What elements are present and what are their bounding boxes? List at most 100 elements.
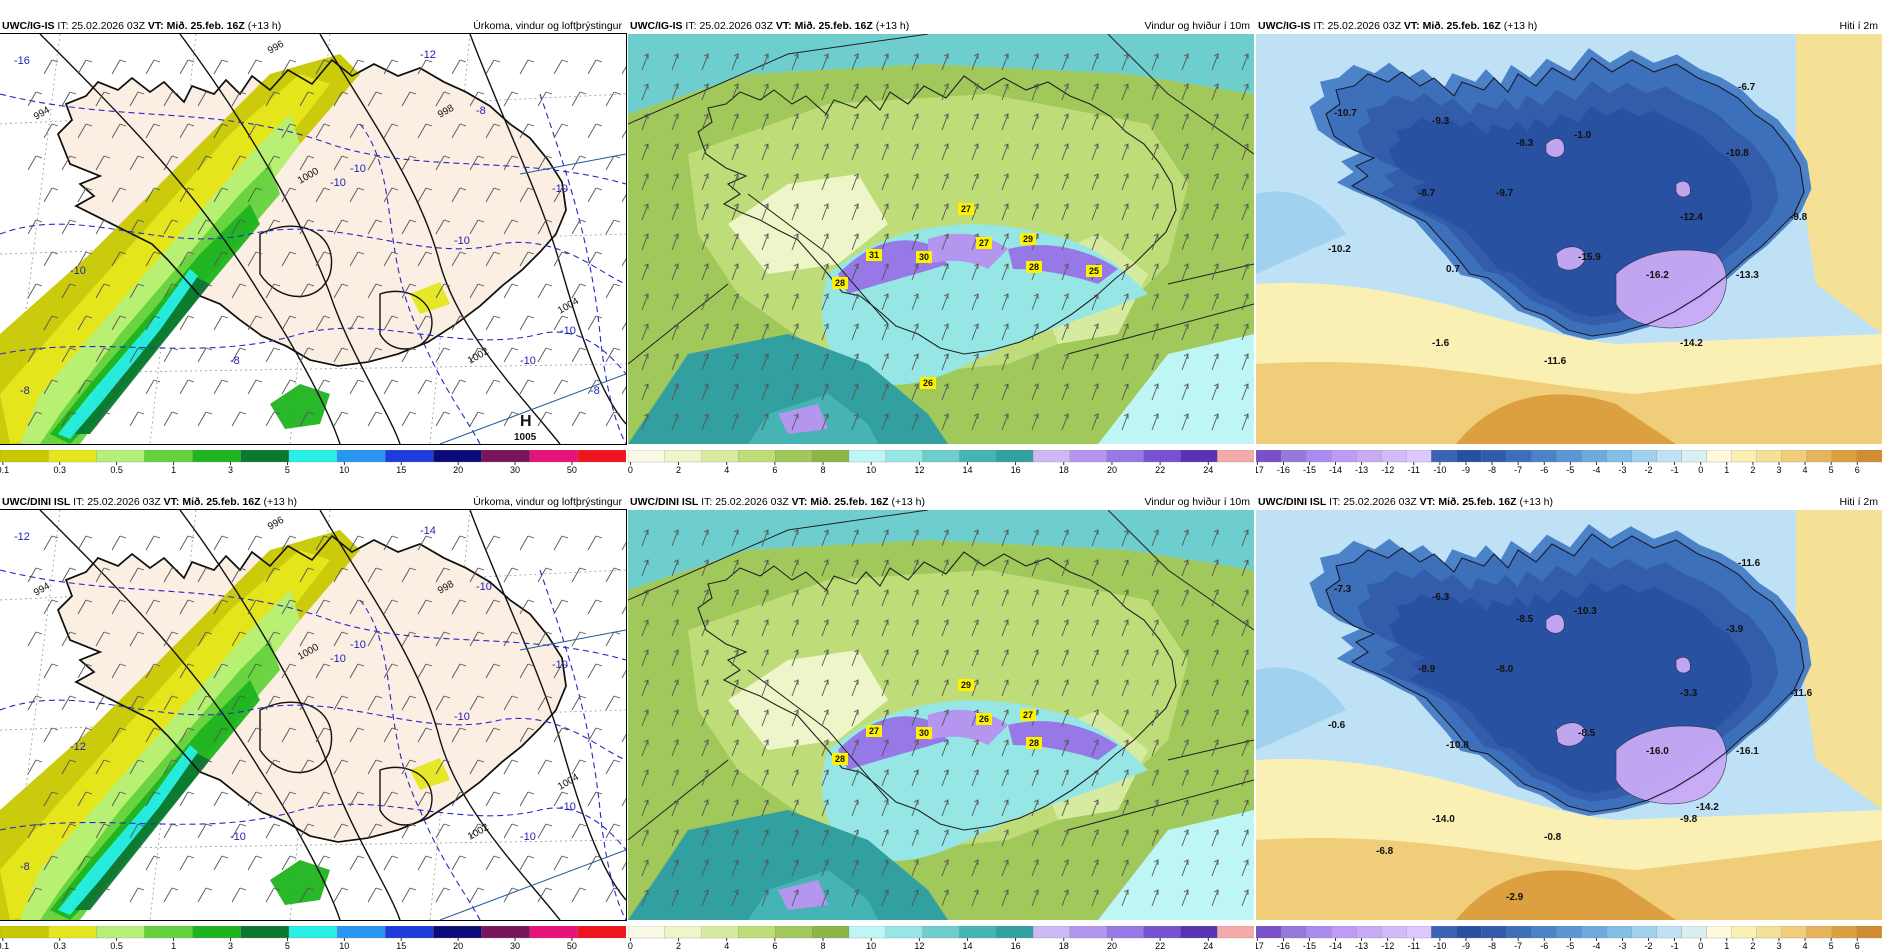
wind-barb	[417, 251, 433, 267]
colorbar-tick-label: 12	[914, 941, 924, 950]
gust-label: 29	[1020, 233, 1036, 245]
colorbar-swatch	[1280, 450, 1307, 463]
wind-barb	[213, 251, 229, 267]
cold-pocket	[1615, 725, 1727, 805]
wind-arrow	[1241, 143, 1249, 161]
wind-barb	[605, 631, 621, 647]
wind-barb	[451, 123, 467, 139]
wind-barb	[485, 59, 501, 75]
colorbar-swatch	[1481, 926, 1508, 939]
wind-barb	[553, 727, 569, 743]
wind-barb	[95, 887, 111, 903]
wind-barb	[27, 283, 43, 299]
gust-label: 26	[976, 713, 992, 725]
wind-arrow	[1121, 383, 1129, 401]
wind-barb	[281, 663, 297, 679]
wind-arrow	[1001, 559, 1009, 577]
wind-barb	[111, 379, 127, 395]
wind-barb	[77, 791, 93, 807]
wind-barb	[383, 791, 399, 807]
wind-arrow	[851, 739, 859, 757]
wind-arrow	[671, 383, 679, 401]
wind-barb	[315, 315, 331, 331]
wind-barb	[315, 123, 331, 139]
colorbar-swatch	[1631, 450, 1658, 463]
wind-barb	[503, 631, 519, 647]
wind-arrow	[911, 559, 919, 577]
precip-map: -12 -14 -12 -10 -10 -10 -10 -10 -10 -10 -8 -10 994 99…	[0, 509, 627, 921]
wind-barb	[145, 599, 161, 615]
wind-barb	[77, 535, 93, 551]
isotherm-label: -10	[330, 653, 346, 665]
colorbar-tick-label: -8	[1488, 941, 1496, 950]
wind-barbs	[27, 59, 626, 427]
wind-barb	[265, 283, 281, 299]
colorbar-tick-label: -5	[1566, 465, 1574, 474]
wind-barb	[537, 695, 553, 711]
wind-barb	[537, 823, 553, 839]
wind-arrow	[791, 529, 799, 547]
init-label: IT:	[57, 20, 69, 32]
wind-barb	[265, 219, 281, 235]
colorbar-swatch	[848, 926, 887, 939]
wind-barb	[231, 411, 247, 427]
colorbar-tick-label: 24	[1203, 465, 1213, 474]
wind-arrow	[911, 293, 919, 311]
wind-arrow	[701, 293, 709, 311]
isotherm	[0, 327, 626, 375]
wind-barb	[213, 727, 229, 743]
wind-arrow	[851, 323, 859, 341]
region-border	[1167, 739, 1254, 761]
wind-arrow	[1181, 293, 1189, 311]
wind-arrow	[851, 143, 859, 161]
temperature-label: -9.8	[1680, 814, 1698, 825]
wind-arrow	[1001, 173, 1009, 191]
wind-barb	[621, 734, 626, 743]
wind-barb	[571, 631, 587, 647]
wind-barb	[61, 695, 77, 711]
wind-arrow	[1031, 529, 1039, 547]
wind-barb	[61, 155, 77, 171]
wind-arrow	[1241, 559, 1249, 577]
wind-arrow	[1001, 113, 1009, 131]
wind-barb	[95, 347, 111, 363]
init-time: 25.02.2026 03Z	[87, 496, 161, 508]
wind-arrow	[941, 233, 949, 251]
wind-arrow	[1181, 589, 1189, 607]
wind-arrow	[701, 53, 709, 71]
colorbar-swatch	[701, 926, 740, 939]
wind-barb	[281, 59, 297, 75]
valid-label: VT:	[791, 496, 808, 508]
isobar	[379, 766, 433, 826]
wind-barb	[537, 347, 553, 363]
wind-barb	[231, 219, 247, 235]
wind-arrow	[1211, 323, 1219, 341]
wind-arrow	[1241, 709, 1249, 727]
wind-arrow	[1121, 83, 1129, 101]
wind-barb	[163, 347, 179, 363]
wind-arrow	[1061, 263, 1069, 281]
wind-barb	[111, 663, 127, 679]
wind-speed-area	[778, 880, 828, 910]
wind-barb	[43, 251, 59, 267]
wind-barb	[333, 567, 349, 583]
wind-arrow	[641, 859, 649, 877]
wind-arrow	[731, 649, 739, 667]
wind-arrow	[1241, 53, 1249, 71]
wind-arrow	[731, 323, 739, 341]
wind-arrow	[1241, 293, 1249, 311]
wind-barb	[145, 59, 161, 75]
wind-barb	[435, 155, 451, 171]
wind-barb	[247, 59, 263, 75]
wind-barb	[605, 823, 621, 839]
wind-arrow	[881, 53, 889, 71]
isobars	[39, 510, 626, 920]
wind-barb	[485, 855, 501, 871]
wind-barb	[485, 535, 501, 551]
panel-row2-temp: UWC/DINI ISL IT: 25.02.2026 03Z VT: Mið.…	[1256, 494, 1882, 950]
wind-arrow	[1001, 889, 1009, 907]
colorbar-tick-label: 5	[1829, 941, 1834, 950]
wind-arrow	[881, 739, 889, 757]
wind-barb	[367, 219, 383, 235]
wind-barb	[503, 823, 519, 839]
